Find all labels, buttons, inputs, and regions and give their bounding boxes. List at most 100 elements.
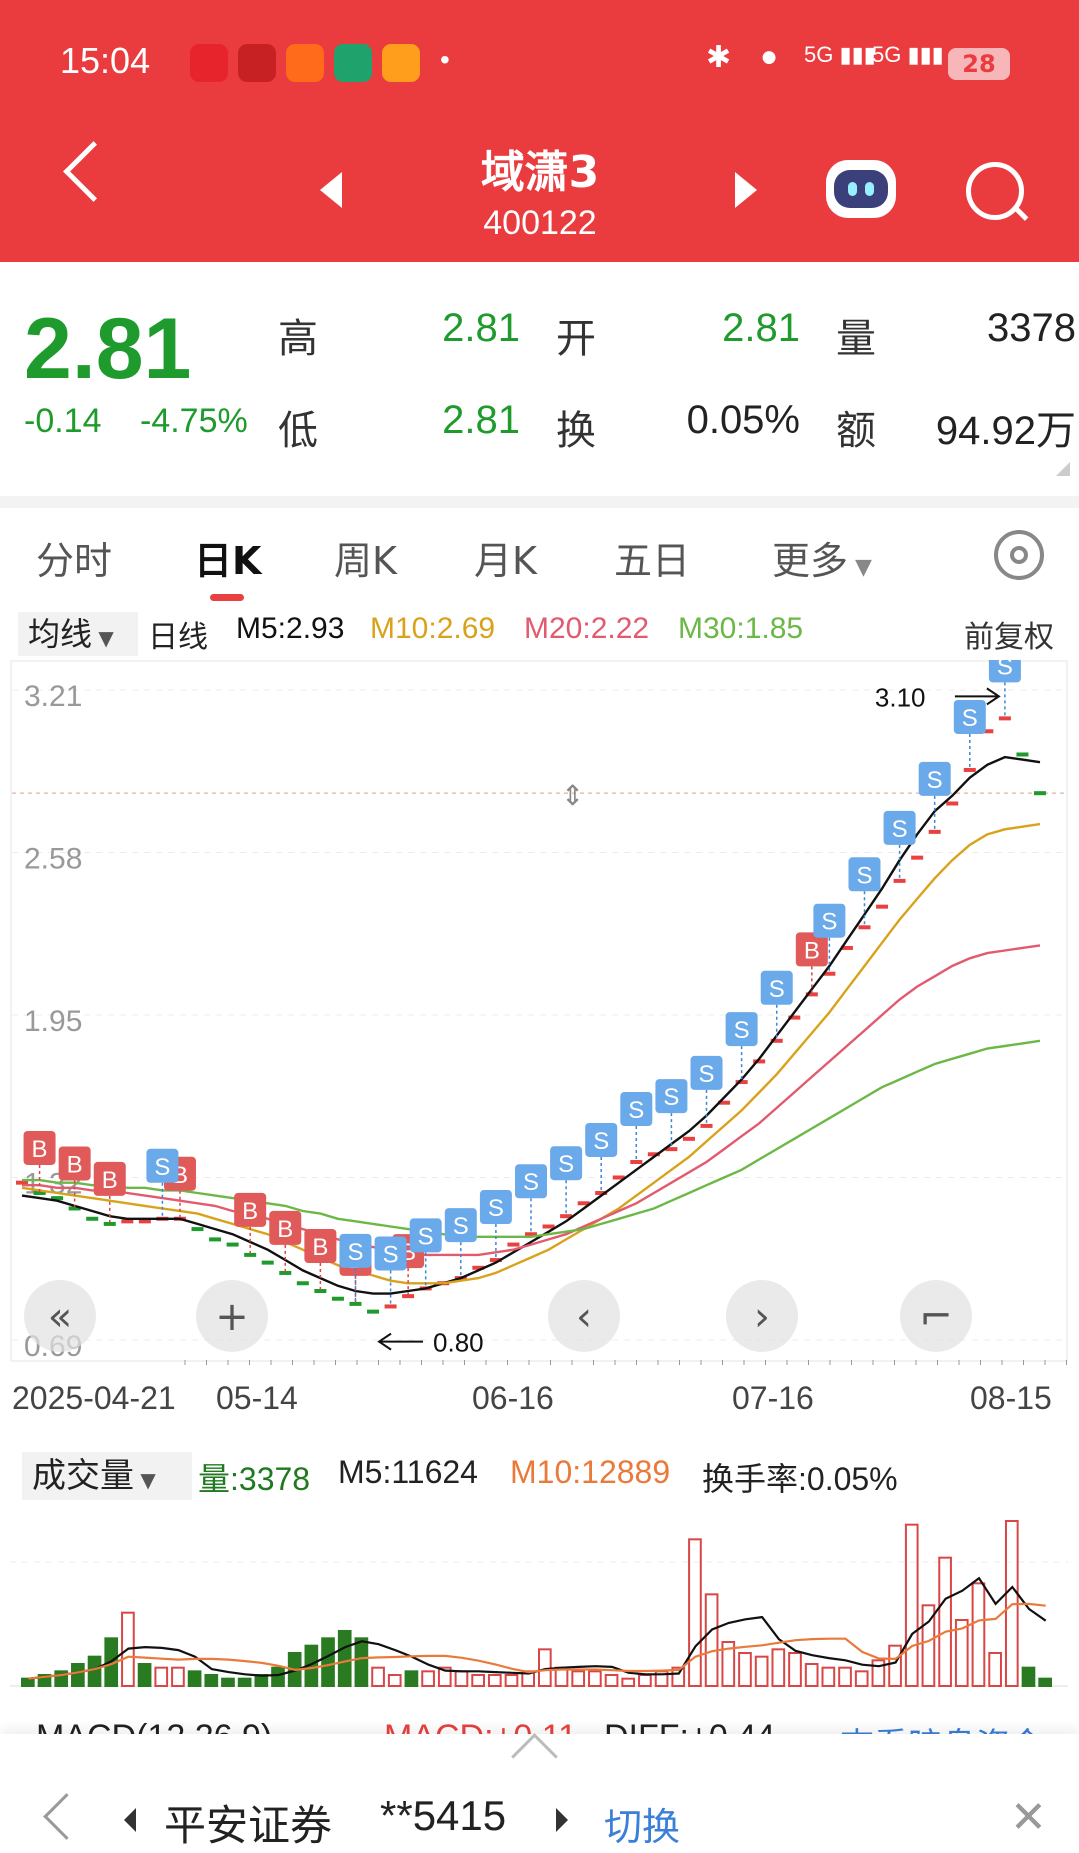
price-bar — [244, 1252, 257, 1257]
more-dropdown-icon: ▼ — [848, 555, 872, 580]
tab-weekly-k[interactable]: 周K — [334, 539, 397, 583]
price-bar — [1034, 791, 1046, 796]
price-bar — [103, 1221, 116, 1226]
volume-chart[interactable] — [10, 1500, 1068, 1692]
sell-marker-label: S — [383, 1241, 399, 1268]
price-bar — [525, 1232, 537, 1237]
volume-turnover: 换手率:0.05% — [702, 1461, 898, 1497]
switch-account-button[interactable]: 切换 — [604, 1805, 681, 1849]
expand-corner-icon[interactable] — [1056, 462, 1070, 476]
sell-marker-label: S — [962, 705, 978, 732]
search-icon[interactable] — [966, 162, 1024, 220]
buy-marker-label: B — [277, 1216, 293, 1243]
price-bar — [718, 1100, 731, 1105]
volume-value: 3378 — [987, 306, 1076, 350]
battery-icon: 28 — [948, 48, 1010, 80]
broker-name: 平安证券 — [164, 1801, 333, 1850]
sell-marker-label: S — [927, 767, 943, 794]
volume-bar — [638, 1674, 652, 1687]
app-icon-2 — [238, 44, 276, 82]
volume-bar — [754, 1655, 769, 1688]
close-icon[interactable]: ✕ — [1010, 1792, 1047, 1843]
price-bar — [788, 1015, 801, 1020]
volume-bar — [71, 1663, 85, 1687]
next-stock-button[interactable] — [735, 172, 757, 208]
buy-marker-label: B — [102, 1167, 118, 1194]
high-annotation: 3.10 — [875, 682, 926, 712]
active-tab-indicator — [210, 594, 244, 601]
price-bar — [577, 1201, 590, 1206]
volume-bar — [588, 1670, 602, 1687]
date-label-4: 07-16 — [732, 1380, 814, 1416]
price-bar — [261, 1260, 274, 1265]
previous-stock-button[interactable] — [320, 172, 342, 208]
volume-bar — [387, 1674, 402, 1687]
ma5-value: M5:2.93 — [236, 612, 345, 645]
volume-bar — [221, 1677, 235, 1688]
volume-bar — [954, 1619, 969, 1687]
volume-bar — [1021, 1666, 1036, 1688]
prev-account-icon[interactable] — [124, 1808, 136, 1832]
sell-marker-label: S — [856, 862, 872, 889]
volume-m5: M5:11624 — [338, 1454, 478, 1490]
drag-handle-icon: ⇕ — [561, 779, 584, 812]
low-value: 2.81 — [442, 398, 520, 442]
scroll-left-button[interactable]: ‹ — [548, 1280, 620, 1352]
price-bar — [1016, 752, 1029, 757]
add-indicator-button-icon: + — [215, 1294, 249, 1340]
sell-marker — [883, 810, 916, 845]
volume-indicator-selector[interactable]: 成交量 ▼ — [22, 1452, 192, 1500]
sell-marker-label: S — [418, 1223, 434, 1250]
chart-settings-icon[interactable] — [994, 530, 1044, 580]
zoom-out-button[interactable]: « — [24, 1280, 96, 1352]
next-account-icon[interactable] — [556, 1808, 568, 1832]
adjust-mode[interactable]: 前复权 — [964, 620, 1054, 655]
tab-monthly-k[interactable]: 月K — [474, 539, 537, 583]
volume-bar — [354, 1637, 369, 1687]
dark-pool-link[interactable]: 查看暗盘资金 — [840, 1718, 1044, 1738]
location-icon: ● — [760, 40, 779, 73]
sell-marker — [374, 1236, 407, 1271]
volume-bar — [788, 1652, 802, 1687]
price-bar — [209, 1237, 222, 1242]
price-bar — [735, 1080, 748, 1085]
volume-bar — [487, 1674, 502, 1687]
fullscreen-button[interactable]: ⌐ — [900, 1280, 972, 1352]
buy-marker — [795, 932, 828, 967]
volume-bar — [771, 1648, 786, 1687]
kline-chart[interactable]: 3.212.581.951.320.69⇕BBBBBBBBBBSSSSSSSSS… — [10, 660, 1068, 1365]
volume-bar — [37, 1674, 52, 1687]
price-bar — [367, 1309, 380, 1314]
macd-label[interactable]: MACD(12,26,9) — [36, 1718, 273, 1738]
scroll-right-button[interactable]: › — [726, 1280, 798, 1352]
price-bar — [946, 801, 959, 806]
price-bar — [279, 1270, 292, 1275]
volume-bar — [571, 1670, 586, 1687]
add-indicator-button[interactable]: + — [196, 1280, 268, 1352]
back-button[interactable] — [63, 141, 124, 202]
sell-marker-label: S — [821, 909, 837, 936]
macd-row: MACD(12,26,9) MACD:+0.11 DIFF:+0.44 查看暗盘… — [0, 1700, 1079, 1738]
ai-robot-icon[interactable] — [826, 160, 896, 218]
sell-marker-label: S — [558, 1151, 574, 1178]
sell-marker — [918, 761, 951, 796]
indicator-selector[interactable]: 均线 ▼ — [18, 612, 138, 656]
tab-more[interactable]: 更多 ▼ — [772, 539, 872, 583]
low-annotation: 0.80 — [433, 1328, 484, 1358]
volume-bar — [888, 1644, 902, 1688]
sell-marker-label: S — [663, 1084, 679, 1111]
price-bar — [33, 1190, 46, 1195]
buy-marker — [234, 1192, 267, 1227]
fullscreen-button-bg — [900, 1280, 972, 1352]
volume-bar — [821, 1666, 836, 1688]
price-bar — [595, 1190, 608, 1195]
buy-marker-label: B — [804, 937, 820, 964]
tab-intraday[interactable]: 分时 — [36, 539, 113, 583]
zoom-out-button-bg — [24, 1280, 96, 1352]
volume-bar — [721, 1641, 736, 1687]
fullscreen-button-icon: ⌐ — [919, 1294, 953, 1340]
price-bar — [472, 1265, 485, 1270]
tab-five-day[interactable]: 五日 — [614, 539, 691, 583]
tab-daily-k[interactable]: 日K — [194, 539, 262, 583]
price-change-pct: -4.75% — [140, 402, 248, 440]
